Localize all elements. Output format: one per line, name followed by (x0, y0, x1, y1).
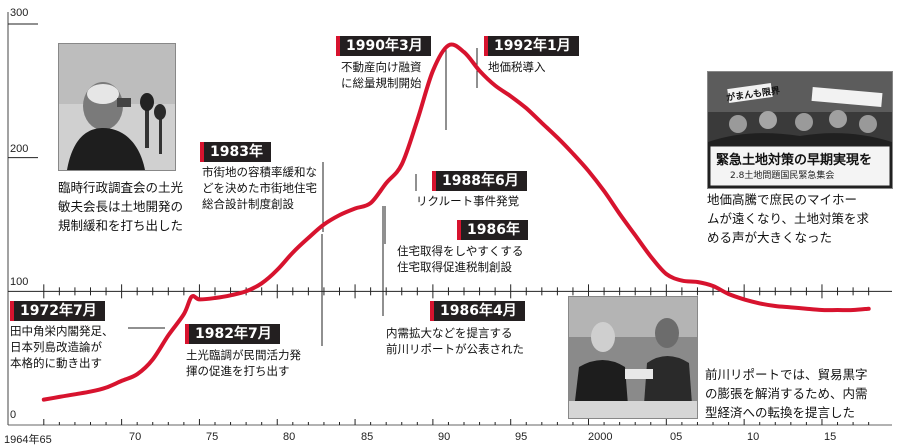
caption-doko: 臨時行政調査会の土光 敏夫会長は土地開発の 規制緩和を打ち出した (58, 180, 184, 233)
event-tag-1988: 1988年6月 (432, 171, 527, 191)
event-tag-1992: 1992年1月 (484, 36, 579, 56)
x-tick-label-95: 95 (515, 431, 528, 443)
protest-banner-line2: 2.8土地問題国民緊急集会 (730, 171, 835, 181)
x-tick-label-05: 05 (670, 431, 683, 443)
event-text-1992: 地価税導入 (488, 60, 546, 74)
event-tag-1990: 1990年3月 (336, 36, 431, 56)
x-tick-label-75: 75 (206, 431, 219, 443)
event-tag-1986-apr: 1986年4月 (430, 301, 525, 321)
y-tick-label-100: 100 (10, 276, 29, 288)
y-tick-label-0: 0 (10, 409, 17, 421)
event-tag-1983: 1983年 (200, 142, 271, 162)
event-tag-1986: 1986年 (457, 220, 528, 240)
event-text-1988: リクルート事件発覚 (416, 194, 520, 208)
protest-banner-line1: 緊急土地対策の早期実現を (716, 153, 873, 168)
x-tick-label-1965: 1964年65 (4, 434, 52, 446)
x-tick-label-90: 90 (438, 431, 451, 443)
caption-protest: 地価高騰で庶民のマイホー ムが遠くなり、土地対策を求 める声が大きくなった (707, 192, 870, 245)
photo-protest-rally: 緊急土地対策の早期実現を 2.8土地問題国民緊急集会 がまんも限界 (707, 71, 893, 189)
y-tick-label-300: 300 (10, 7, 29, 19)
x-tick-label-10: 10 (747, 431, 760, 443)
event-text-1983: 市街地の容積率緩和な どを決めた市街地住宅 総合設計制度創設 (202, 165, 317, 211)
photo-doko-toshio (58, 43, 176, 171)
event-text-1982: 土光臨調が民間活力発 揮の促進を打ち出す (186, 348, 301, 378)
event-text-1986-apr: 内需拡大などを提言する 前川リポートが公表された (386, 326, 524, 356)
event-tag-1982: 1982年7月 (185, 324, 280, 344)
photo-maekawa-report (568, 296, 698, 419)
x-tick-label-70: 70 (129, 431, 142, 443)
land-price-line (41, 42, 871, 402)
event-tag-1972: 1972年7月 (10, 301, 105, 321)
y-tick-label-200: 200 (10, 143, 29, 155)
event-text-1986: 住宅取得をしやすくする 住宅取得促進税制創設 (397, 244, 524, 274)
caption-maekawa: 前川リポートでは、貿易黒字 の膨張を解消するため、内需 型経済への転換を提言した (705, 367, 868, 420)
x-tick-label-15: 15 (824, 431, 837, 443)
x-tick-label-2000: 2000 (588, 431, 613, 443)
event-text-1972: 田中角栄内閣発足、 日本列島改造論が 本格的に動き出す (10, 324, 114, 370)
event-text-1990: 不動産向け融資 に総量規制開始 (341, 60, 422, 90)
x-tick-label-85: 85 (361, 431, 374, 443)
x-tick-label-80: 80 (283, 431, 296, 443)
